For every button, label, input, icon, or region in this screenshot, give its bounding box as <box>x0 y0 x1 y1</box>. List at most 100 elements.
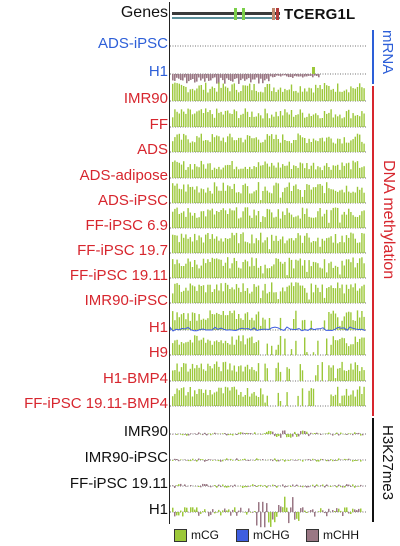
exon-mark <box>276 8 279 20</box>
methylation-bar <box>216 91 218 101</box>
methylation-bar <box>295 184 297 203</box>
h3k27-bar <box>262 434 264 435</box>
methylation-bar <box>297 282 299 303</box>
h3k27-bar <box>254 460 256 461</box>
methylation-bar <box>317 166 319 178</box>
mrna-bar <box>218 74 220 84</box>
methylation-bar <box>275 368 277 381</box>
h3k27-bar <box>326 460 328 462</box>
methylation-bar <box>209 340 211 355</box>
methylation-bar <box>299 258 301 278</box>
methylation-bar <box>319 246 321 253</box>
methylation-bar <box>334 207 337 228</box>
methylation-bar <box>337 138 339 152</box>
methylation-bar <box>213 341 216 355</box>
methylation-bar <box>332 310 334 330</box>
methylation-bar <box>359 215 361 228</box>
methylation-bar <box>341 337 343 355</box>
mrna-bar <box>258 74 260 84</box>
methylation-bar <box>240 137 242 152</box>
h3k27-bar <box>240 486 242 487</box>
methylation-bar <box>277 209 279 228</box>
methylation-bar <box>297 260 299 278</box>
h3k27-bar <box>350 433 352 434</box>
methylation-bar <box>222 311 224 330</box>
methylation-bar <box>222 343 224 355</box>
methylation-bar <box>205 342 207 355</box>
h3k27-bar <box>192 507 194 512</box>
methylation-bar <box>174 370 176 381</box>
h3k27-bar <box>210 434 212 436</box>
methylation-bar <box>222 137 224 152</box>
h3k27-bar <box>234 507 236 512</box>
methylation-bar <box>295 259 297 278</box>
methylation-bar <box>216 108 218 127</box>
methylation-bar <box>194 260 196 278</box>
methylation-bar <box>189 212 191 228</box>
methylation-bar <box>185 169 187 178</box>
methylation-bar <box>209 390 211 406</box>
methylation-bar <box>253 392 255 406</box>
methylation-bar <box>262 242 264 253</box>
mrna-bar <box>250 74 252 83</box>
methylation-bar <box>229 289 231 303</box>
methylation-bar <box>238 218 240 228</box>
methylation-bar <box>306 184 308 203</box>
methylation-bar <box>233 109 235 127</box>
methylation-bar <box>277 240 279 253</box>
methylation-bar <box>255 395 257 406</box>
methylation-bar <box>317 211 319 228</box>
methylation-bar <box>354 162 356 178</box>
h3k27-bar <box>296 484 298 486</box>
methylation-bar <box>350 212 352 228</box>
h3k27-bar <box>220 486 222 488</box>
methylation-bar <box>277 258 279 278</box>
mrna-bar <box>252 74 254 80</box>
methylation-bar <box>218 290 220 303</box>
methylation-bar <box>356 133 359 152</box>
methylation-bar <box>359 386 361 406</box>
methylation-bar <box>317 87 319 101</box>
methylation-bar <box>343 293 345 303</box>
methylation-bar <box>176 161 178 178</box>
methylation-bar <box>235 111 238 127</box>
methylation-bar <box>361 187 363 203</box>
methylation-bar <box>240 341 242 355</box>
methylation-bar <box>251 90 253 101</box>
methylation-bar <box>251 193 253 203</box>
methylation-bar <box>341 260 343 278</box>
k27-side-bar <box>372 418 374 522</box>
h3k27-bar <box>222 433 224 434</box>
methylation-bar <box>350 232 352 253</box>
h3k27-bar <box>210 459 212 460</box>
mrna-bar <box>212 74 214 79</box>
methylation-bar <box>218 212 220 228</box>
methylation-bar <box>330 313 332 330</box>
methylation-bar <box>301 370 304 381</box>
methylation-bar <box>253 284 255 303</box>
methylation-bar <box>308 216 310 228</box>
h3k27-bar <box>360 508 362 512</box>
h3k27-bar <box>222 510 224 512</box>
methylation-bar <box>185 319 187 330</box>
methylation-bar <box>224 340 227 355</box>
methylation-bar <box>356 186 359 203</box>
methylation-bar <box>337 164 339 178</box>
methylation-bar <box>337 191 339 203</box>
methylation-bar <box>189 283 191 303</box>
methylation-bar <box>330 394 332 406</box>
track-row <box>170 458 366 462</box>
methylation-bar <box>191 114 194 127</box>
methylation-bar <box>176 111 178 127</box>
methylation-bar <box>334 165 337 178</box>
h3k27-bar <box>246 512 248 515</box>
methylation-bar <box>290 110 293 127</box>
methylation-bar <box>255 258 257 278</box>
h3k27-bar <box>224 486 226 488</box>
methylation-bar <box>286 367 288 381</box>
methylation-bar <box>326 338 328 355</box>
methylation-bar <box>350 192 352 203</box>
methylation-bar <box>363 337 365 355</box>
methylation-bar <box>352 390 354 406</box>
methylation-bar <box>187 208 189 228</box>
